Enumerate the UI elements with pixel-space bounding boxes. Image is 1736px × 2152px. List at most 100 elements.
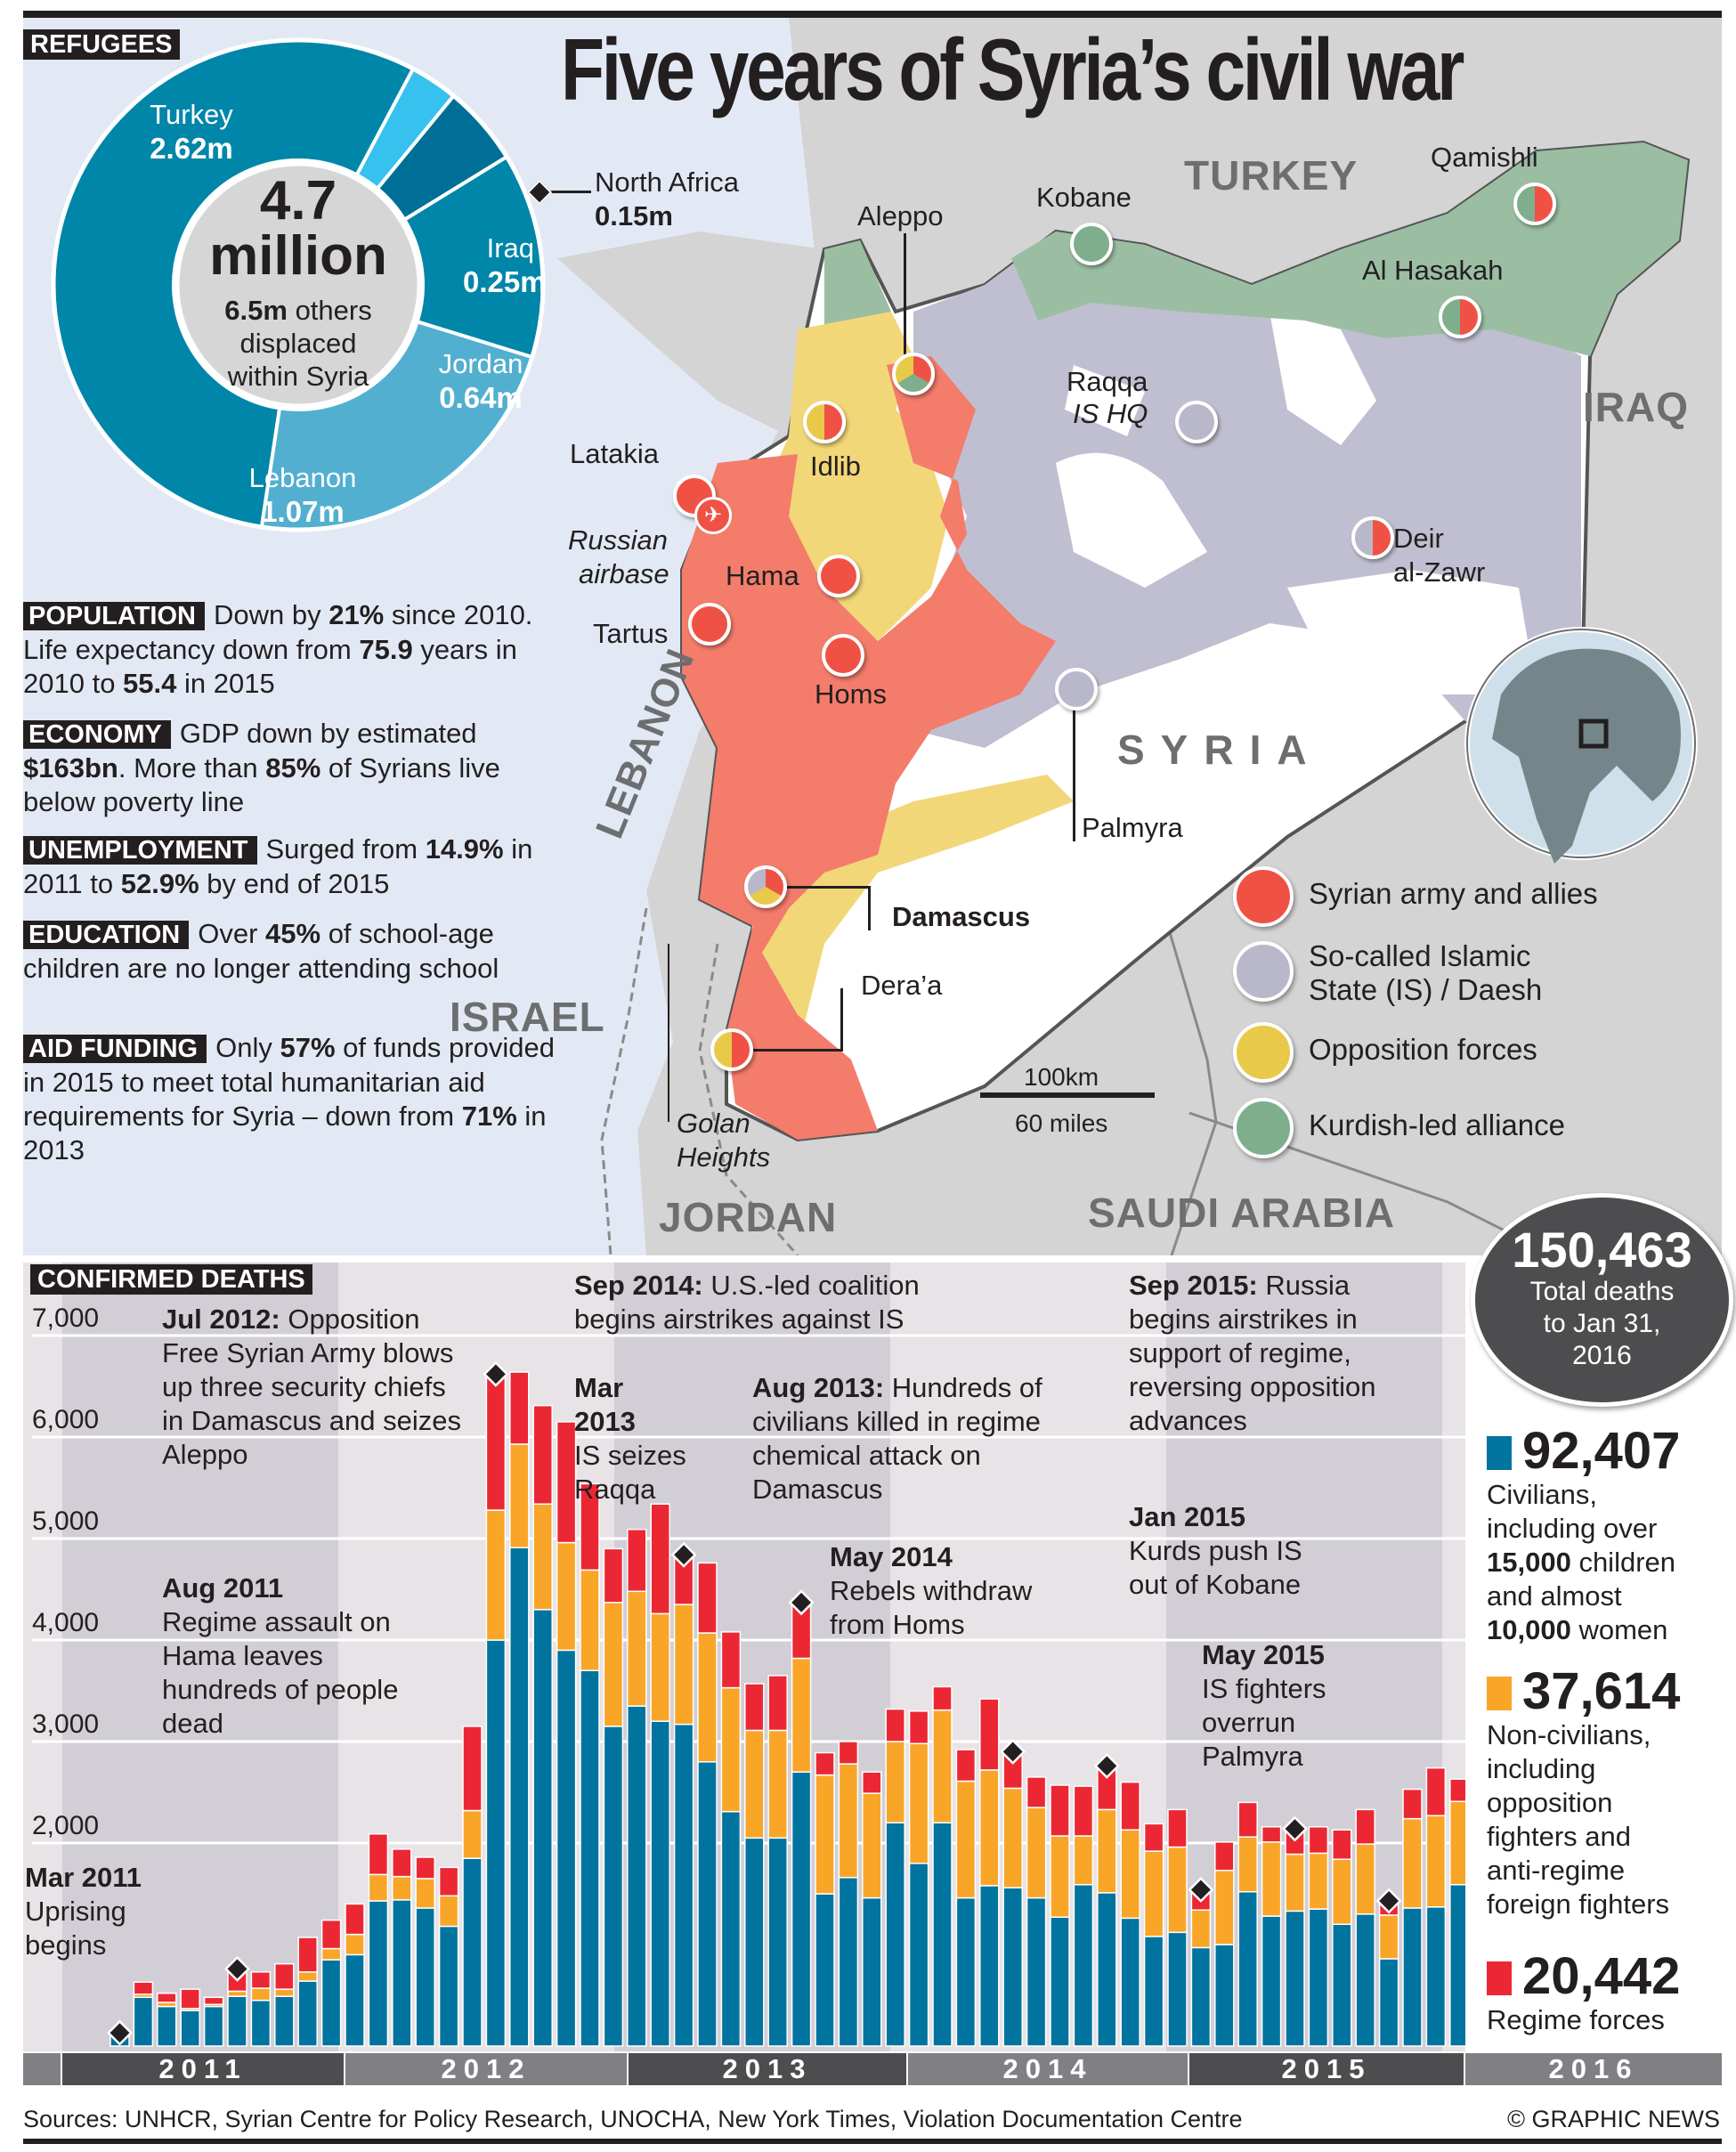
- city-deir: Deir: [1393, 523, 1444, 554]
- globe-continents: [1492, 648, 1681, 864]
- segment-name: Jordan: [438, 348, 523, 379]
- bottom-rule: [23, 2139, 1722, 2144]
- city-hama: Hama: [726, 560, 799, 591]
- y-tick-label: 2,000: [32, 1811, 100, 1840]
- stat-value: 85%: [265, 752, 321, 784]
- bar-non-civilians: [485, 1509, 507, 1641]
- legend-islamic-state: So-called Islamic State (IS) / Daesh: [1233, 939, 1543, 1007]
- bar-non-civilians: [227, 1990, 247, 1997]
- bar-civilians: [1097, 1892, 1117, 2047]
- bar-civilians: [767, 1837, 788, 2047]
- bar-non-civilians: [274, 1988, 295, 1997]
- noncivilians-text: Non-civilians,: [1487, 1719, 1651, 1750]
- bar-civilians: [791, 1771, 812, 2047]
- bar-civilians: [932, 1822, 953, 2047]
- bar-non-civilians: [1285, 1853, 1305, 1912]
- bar-non-civilians: [838, 1763, 859, 1879]
- city-deraa: Dera’a: [861, 970, 943, 1001]
- bar-non-civilians: [1261, 1841, 1282, 1917]
- bar-regime-forces: [180, 1988, 200, 2010]
- bar-civilians: [838, 1877, 859, 2047]
- annotation-may-2014: May 2014 Rebels withdraw from Homs: [830, 1540, 1034, 1642]
- bar-regime-forces: [744, 1683, 765, 1732]
- bar-regime-forces: [1449, 1778, 1465, 1803]
- bar-civilians: [203, 2005, 224, 2047]
- annotation-date: Mar 2011: [25, 1862, 142, 1893]
- bar-non-civilians: [1143, 1850, 1164, 1937]
- noncivilians-swatch: [1487, 1677, 1512, 1710]
- bar-civilians: [1167, 1931, 1188, 2047]
- y-tick-label: 4,000: [32, 1608, 100, 1637]
- country-israel: ISRAEL: [450, 994, 605, 1040]
- legend-swatch: [1233, 1098, 1294, 1158]
- displaced-text: 6.5m others displaced within Syria: [174, 294, 423, 393]
- bar-civilians: [1002, 1887, 1023, 2047]
- stat-text: years in 2010 to: [23, 634, 517, 699]
- city-homs: Homs: [815, 678, 887, 710]
- bar-non-civilians: [1120, 1829, 1140, 1920]
- bar-regime-forces: [815, 1751, 835, 1776]
- bar-regime-forces: [838, 1741, 859, 1765]
- saudi-border: [1161, 907, 1218, 1255]
- stat-text: in 2011 to: [23, 833, 533, 899]
- credit-text: © GRAPHIC NEWS: [1507, 2106, 1720, 2132]
- bar-non-civilians: [1002, 1787, 1023, 1888]
- bar-civilians: [392, 1899, 412, 2047]
- annotation-date: Aug 2011: [162, 1572, 284, 1604]
- bar-civilians: [297, 1980, 318, 2047]
- bar-non-civilians: [509, 1443, 530, 1549]
- bar-non-civilians: [1190, 1909, 1212, 1949]
- y-tick-label: 5,000: [32, 1506, 100, 1536]
- bar-civilians: [1214, 1944, 1235, 2047]
- bar-non-civilians: [955, 1780, 977, 1899]
- legend-label-2: State (IS) / Daesh: [1309, 973, 1543, 1006]
- stat-value: 21%: [329, 599, 385, 630]
- bar-civilians: [1190, 1946, 1212, 2047]
- stat-unemployment: UNEMPLOYMENT Surged from 14.9% in 2011 to…: [23, 832, 557, 901]
- stat-value: 71%: [461, 1100, 517, 1132]
- annotation-marker: [1188, 1876, 1214, 1903]
- bar-non-civilians: [297, 1971, 318, 1982]
- civilians-text: including over: [1487, 1513, 1658, 1544]
- page-title: Five years of Syria’s civil war: [561, 20, 1464, 118]
- segment-label-iraq: Iraq 0.25m: [463, 231, 547, 300]
- bar-regime-forces: [1167, 1808, 1188, 1848]
- segment-value: 0.25m: [463, 265, 547, 298]
- bar-regime-forces: [1308, 1826, 1329, 1855]
- bar-regime-forces: [908, 1710, 929, 1745]
- bar-non-civilians: [791, 1657, 812, 1773]
- bar-civilians: [744, 1837, 765, 2047]
- civilians-text: women: [1570, 1614, 1668, 1645]
- segment-value: 1.07m: [261, 495, 345, 528]
- legend-opposition: Opposition forces: [1233, 1022, 1537, 1083]
- bar-regime-forces: [133, 1981, 154, 1995]
- bar-non-civilians: [1237, 1836, 1258, 1893]
- bar-non-civilians: [1050, 1835, 1070, 1918]
- annotation-text: Russia begins airstrikes in support of r…: [1129, 1270, 1376, 1436]
- bar-civilians: [438, 1925, 459, 2047]
- refugees-total-number: 4.7: [259, 170, 337, 231]
- city-raqqa: Raqqa: [1067, 366, 1148, 397]
- stat-text: in 2013: [23, 1100, 547, 1165]
- y-tick-label: 3,000: [32, 1709, 100, 1739]
- bar-non-civilians: [320, 1947, 342, 1961]
- label-airbase: airbase: [579, 558, 669, 589]
- annotation-date: Sep 2014:: [574, 1270, 703, 1301]
- bar-non-civilians: [673, 1604, 694, 1726]
- donut-outline: [51, 37, 546, 532]
- civilians-text: children: [1570, 1547, 1676, 1578]
- stat-value: 14.9%: [425, 833, 504, 865]
- map-marker-deir: [1351, 516, 1394, 559]
- annotation-date: Aug 2013:: [752, 1372, 885, 1403]
- city-al-hasakah: Al Hasakah: [1362, 255, 1504, 286]
- map-marker-raqqa: [1175, 401, 1218, 443]
- bar-regime-forces: [532, 1404, 553, 1505]
- bar-non-civilians: [1167, 1846, 1188, 1934]
- bar-non-civilians: [1026, 1807, 1047, 1899]
- bar-civilians: [368, 1900, 389, 2047]
- confirmed-deaths-header: CONFIRMED DEATHS: [30, 1264, 312, 1295]
- airplane-icon: ✈: [694, 497, 732, 534]
- segment-label-north-africa: North Africa 0.15m: [595, 166, 739, 233]
- bar-civilians: [1285, 1910, 1305, 2047]
- jordan-border: [698, 943, 799, 1255]
